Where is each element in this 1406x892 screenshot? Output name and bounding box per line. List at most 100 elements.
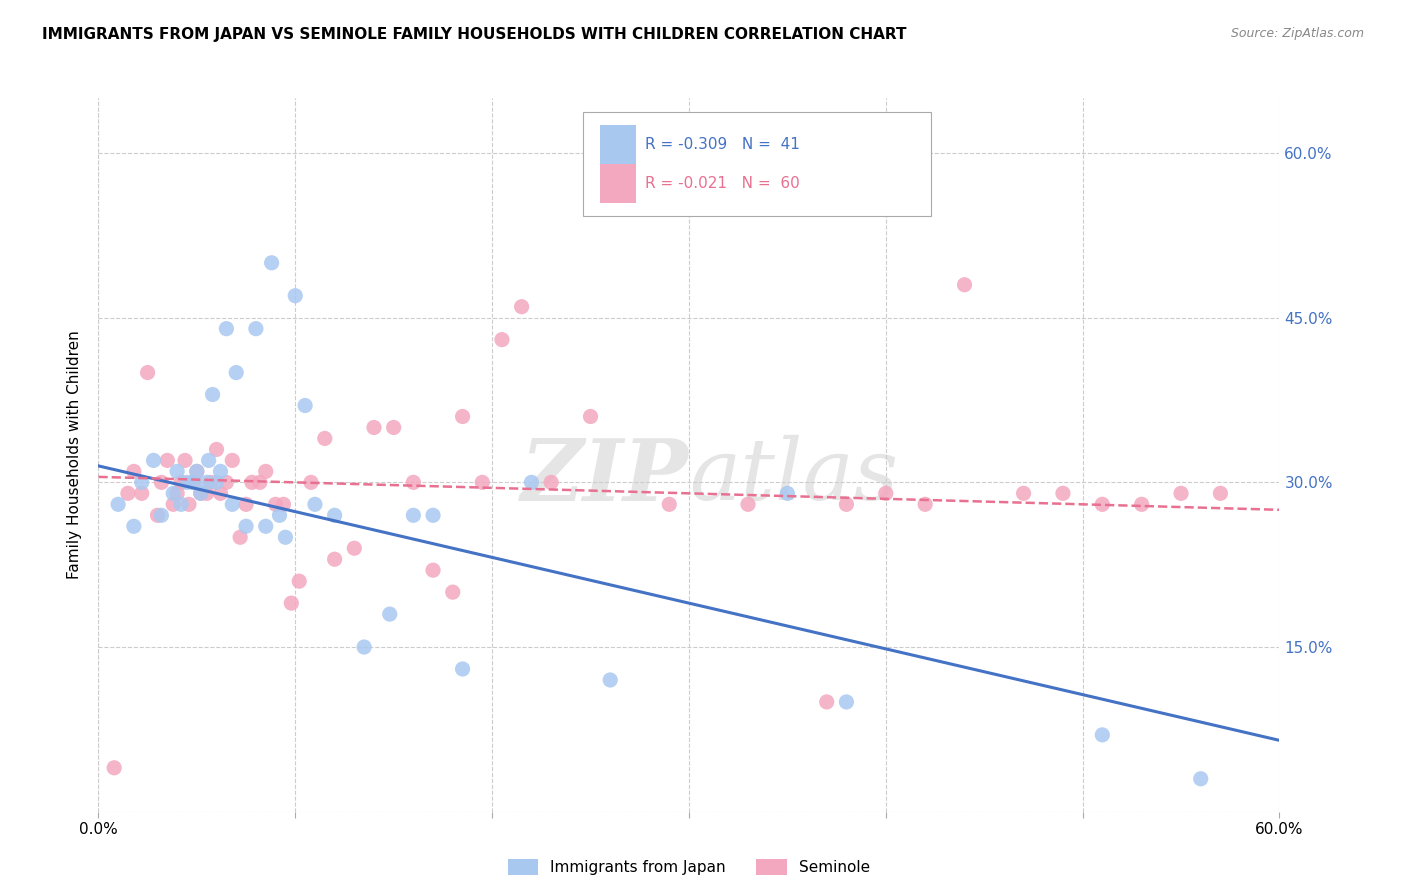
Point xyxy=(260,256,283,270)
Point xyxy=(142,453,165,467)
Point xyxy=(249,475,271,490)
Point xyxy=(451,662,474,676)
Point xyxy=(288,574,311,589)
Point xyxy=(136,366,159,380)
Point xyxy=(190,486,212,500)
Point xyxy=(737,497,759,511)
Point xyxy=(422,508,444,523)
Point xyxy=(323,552,346,566)
Point xyxy=(382,420,405,434)
Point xyxy=(166,486,188,500)
Point xyxy=(225,366,247,380)
Point xyxy=(186,464,208,478)
Point xyxy=(422,563,444,577)
Point xyxy=(274,530,297,544)
Point xyxy=(200,475,222,490)
Bar xyxy=(600,125,636,164)
Point xyxy=(209,464,232,478)
Point xyxy=(1052,486,1074,500)
Text: ZIP: ZIP xyxy=(522,434,689,518)
Text: IMMIGRANTS FROM JAPAN VS SEMINOLE FAMILY HOUSEHOLDS WITH CHILDREN CORRELATION CH: IMMIGRANTS FROM JAPAN VS SEMINOLE FAMILY… xyxy=(42,27,907,42)
Point xyxy=(205,475,228,490)
Point xyxy=(451,409,474,424)
Point xyxy=(190,486,212,500)
Point xyxy=(1012,486,1035,500)
Point xyxy=(170,475,193,490)
Point xyxy=(378,607,401,621)
Point xyxy=(835,497,858,511)
Point xyxy=(273,497,295,511)
Point xyxy=(1170,486,1192,500)
Point xyxy=(323,508,346,523)
Point xyxy=(294,399,316,413)
Point xyxy=(471,475,494,490)
FancyBboxPatch shape xyxy=(582,112,931,216)
Point xyxy=(197,453,219,467)
Point xyxy=(776,486,799,500)
Point xyxy=(658,497,681,511)
Text: R = -0.021   N =  60: R = -0.021 N = 60 xyxy=(645,177,800,191)
Point xyxy=(1091,728,1114,742)
Point xyxy=(181,475,204,490)
Point xyxy=(166,464,188,478)
Point xyxy=(215,321,238,335)
Point xyxy=(174,453,197,467)
Point xyxy=(520,475,543,490)
Point xyxy=(150,475,173,490)
Text: Source: ZipAtlas.com: Source: ZipAtlas.com xyxy=(1230,27,1364,40)
Point xyxy=(209,486,232,500)
Point xyxy=(1130,497,1153,511)
Point xyxy=(221,497,243,511)
Point xyxy=(235,497,257,511)
Point xyxy=(150,508,173,523)
Text: atlas: atlas xyxy=(689,435,898,517)
Point xyxy=(1091,497,1114,511)
Point xyxy=(245,321,267,335)
Point xyxy=(304,497,326,511)
Point xyxy=(254,464,277,478)
Point xyxy=(201,387,224,401)
Point xyxy=(195,475,218,490)
Point xyxy=(156,453,179,467)
Point xyxy=(146,508,169,523)
Point xyxy=(441,585,464,599)
Point xyxy=(162,486,184,500)
Point xyxy=(181,475,204,490)
Point xyxy=(914,497,936,511)
Point xyxy=(402,475,425,490)
Point xyxy=(170,497,193,511)
Point xyxy=(280,596,302,610)
Legend: Immigrants from Japan, Seminole: Immigrants from Japan, Seminole xyxy=(508,860,870,875)
Point xyxy=(117,486,139,500)
Point xyxy=(540,475,562,490)
Point xyxy=(177,497,200,511)
Point xyxy=(122,464,145,478)
Point xyxy=(269,508,291,523)
Point xyxy=(122,519,145,533)
Point xyxy=(953,277,976,292)
Point xyxy=(579,409,602,424)
Text: R = -0.309   N =  41: R = -0.309 N = 41 xyxy=(645,137,800,152)
Point xyxy=(1209,486,1232,500)
Point xyxy=(240,475,263,490)
Point xyxy=(815,695,838,709)
Point xyxy=(186,464,208,478)
Point xyxy=(510,300,533,314)
Point xyxy=(353,640,375,654)
Point xyxy=(162,497,184,511)
Point xyxy=(131,486,153,500)
Point xyxy=(235,519,257,533)
Point xyxy=(131,475,153,490)
Point xyxy=(195,486,218,500)
Point xyxy=(599,673,621,687)
Point xyxy=(835,695,858,709)
Point xyxy=(229,530,252,544)
Point xyxy=(107,497,129,511)
Point xyxy=(402,508,425,523)
Point xyxy=(363,420,385,434)
Point xyxy=(343,541,366,556)
Point xyxy=(254,519,277,533)
Point xyxy=(1189,772,1212,786)
Point xyxy=(299,475,322,490)
Bar xyxy=(600,164,636,203)
